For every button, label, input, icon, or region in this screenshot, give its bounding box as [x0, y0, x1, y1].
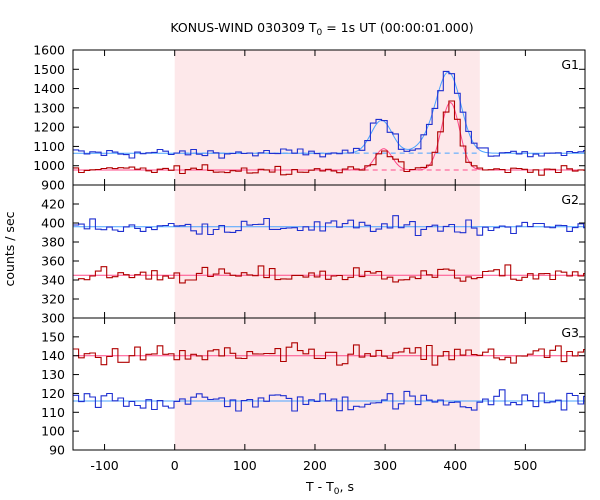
- panel-plot-area: [73, 215, 585, 284]
- y-tick-label: 1600: [33, 43, 65, 58]
- y-tick-label: 140: [41, 348, 65, 363]
- panel-g2-series-2: [73, 264, 585, 284]
- x-axis-label-prefix: T - T: [305, 479, 334, 494]
- panel-g2-series-1: [73, 215, 585, 237]
- chart-title-suffix: = 1s UT (00:00:01.000): [322, 20, 473, 35]
- y-tick-label: 150: [41, 329, 65, 344]
- panel-frame: [72, 317, 586, 451]
- panel-g1-series-2: [73, 100, 585, 176]
- y-tick-label: 1300: [33, 100, 65, 115]
- x-axis-label-sub: 0: [334, 487, 340, 497]
- y-tick-label: 1000: [33, 158, 65, 173]
- y-tick-label: 420: [41, 197, 65, 212]
- panel-label-g1: G1: [561, 57, 579, 72]
- y-tick-label: 1500: [33, 62, 65, 77]
- chart-title-sub: 0: [317, 28, 323, 38]
- y-tick-label: 400: [41, 216, 65, 231]
- y-tick-label: 110: [41, 405, 65, 420]
- x-tick-label: 300: [373, 458, 397, 473]
- x-axis-label: T - T0, s: [305, 479, 354, 497]
- panel-g1-series-1: [73, 70, 585, 159]
- x-tick-label: 500: [513, 458, 537, 473]
- panel-g1: [73, 70, 585, 176]
- panel-plot-area: [73, 70, 585, 176]
- y-tick-label: 300: [41, 311, 65, 326]
- shaded-interval: [174, 50, 480, 450]
- y-tick-label: 1200: [33, 120, 65, 135]
- y-tick-label: 1400: [33, 81, 65, 96]
- y-axis-label: counts / sec: [2, 211, 17, 286]
- y-tick-label: 120: [41, 386, 65, 401]
- panel-g2: [73, 215, 585, 284]
- y-tick-label: 320: [41, 292, 65, 307]
- y-tick-label: 900: [41, 178, 65, 193]
- chart-title: KONUS-WIND 030309 T0 = 1s UT (00:00:01.0…: [170, 20, 473, 38]
- x-tick-label: 100: [233, 458, 257, 473]
- y-tick-label: 1100: [33, 139, 65, 154]
- x-tick-label: 200: [303, 458, 327, 473]
- panel-g3: [73, 342, 585, 412]
- x-tick-label: -100: [90, 458, 118, 473]
- panel-g3-series-1: [73, 342, 585, 366]
- x-tick-label: 400: [443, 458, 467, 473]
- y-tick-label: 360: [41, 254, 65, 269]
- panel-g3-series-2: [73, 389, 585, 412]
- x-tick-label: 0: [171, 458, 179, 473]
- y-tick-label: 340: [41, 273, 65, 288]
- y-tick-label: 90: [49, 443, 65, 458]
- shaded-interval-layer: [174, 50, 480, 450]
- frame-layer: [72, 49, 586, 451]
- text-layer: KONUS-WIND 030309 T0 = 1s UT (00:00:01.0…: [2, 20, 579, 497]
- y-tick-label: 130: [41, 367, 65, 382]
- panel-label-g3: G3: [561, 325, 579, 340]
- chart-title-prefix: KONUS-WIND 030309 T: [170, 20, 316, 35]
- panel-label-g2: G2: [561, 192, 579, 207]
- y-tick-label: 100: [41, 424, 65, 439]
- panels-layer: [73, 70, 585, 412]
- panel-plot-area: [73, 342, 585, 412]
- x-axis-label-suffix: , s: [340, 479, 354, 494]
- y-tick-label: 380: [41, 235, 65, 250]
